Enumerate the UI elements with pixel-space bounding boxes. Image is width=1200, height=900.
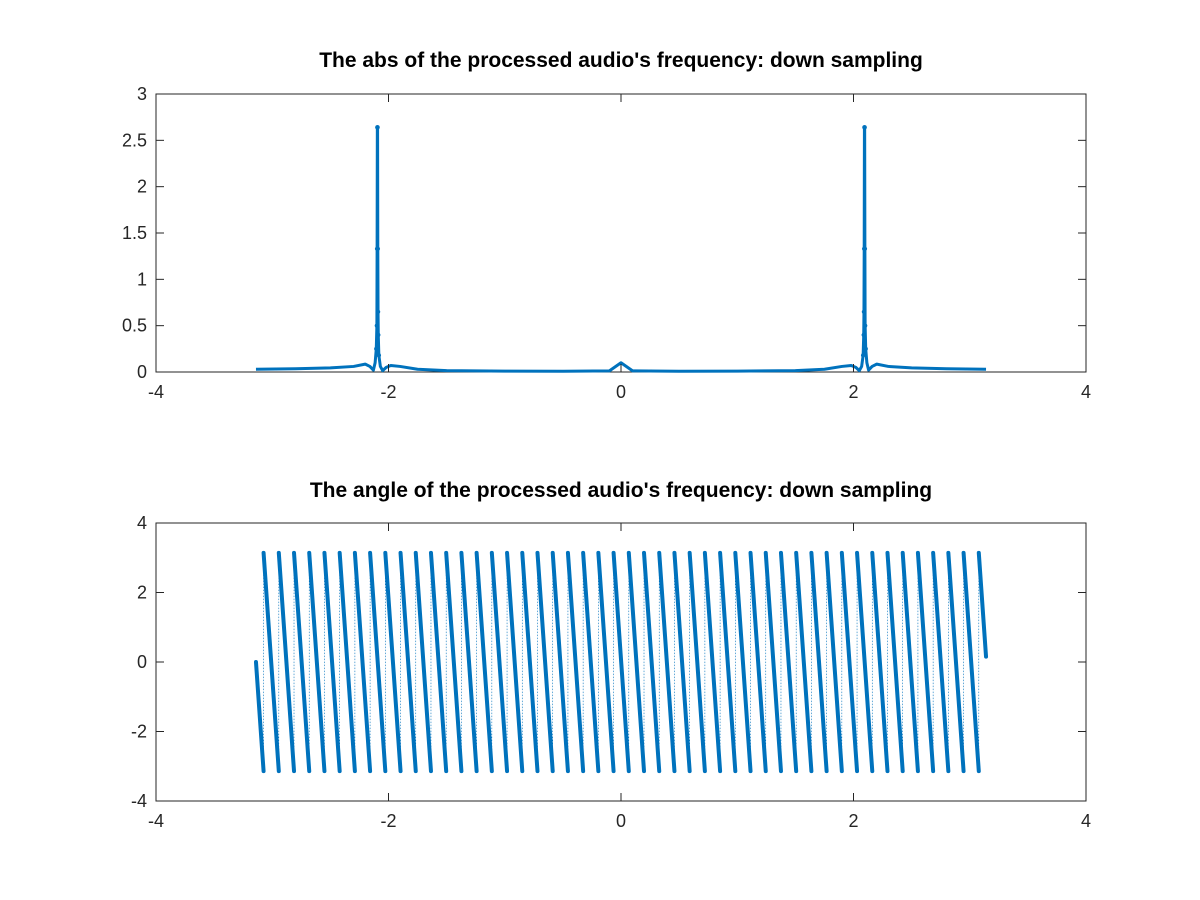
abs-series-point bbox=[375, 125, 380, 130]
angle-series-segment bbox=[322, 550, 342, 774]
abs-plot-xtick-label: 4 bbox=[1081, 382, 1091, 402]
angle-series-segment bbox=[413, 550, 433, 774]
angle-series-segment bbox=[459, 550, 479, 774]
abs-series-point bbox=[861, 332, 866, 338]
angle-series-segment bbox=[626, 550, 647, 774]
abs-plot-ytick-label: 3 bbox=[137, 84, 147, 104]
angle-series-segment bbox=[474, 550, 494, 774]
abs-series-point bbox=[375, 309, 381, 314]
abs-series-point bbox=[861, 309, 867, 314]
angle-series-segment bbox=[253, 660, 266, 774]
angle-series-segment bbox=[718, 550, 738, 774]
abs-series-point bbox=[860, 353, 866, 358]
angle-series-segment bbox=[946, 550, 966, 774]
angle-series-segment bbox=[976, 550, 989, 659]
abs-series-point bbox=[374, 346, 379, 352]
abs-plot-ytick-label: 1.5 bbox=[122, 223, 147, 243]
angle-series-segment bbox=[687, 550, 707, 774]
angle-plot-ytick-label: 0 bbox=[137, 652, 147, 672]
angle-series-segment bbox=[657, 550, 677, 774]
angle-series-segment bbox=[870, 550, 890, 774]
abs-plot-title: The abs of the processed audio's frequen… bbox=[319, 49, 923, 72]
angle-series-segment bbox=[398, 550, 418, 774]
abs-plot-ticks: -4 -2 0 2 4 0 0.5 1 1.5 2 2.5 3 bbox=[122, 84, 1091, 402]
angle-series-segment bbox=[383, 550, 403, 774]
angle-series-segment bbox=[292, 550, 312, 774]
abs-plot-ytick-label: 2.5 bbox=[122, 130, 147, 150]
angle-series-segment bbox=[520, 550, 540, 774]
angle-plot-ytick-label: 4 bbox=[137, 513, 147, 533]
angle-series-segment bbox=[915, 550, 936, 774]
angle-series-segment bbox=[261, 550, 281, 774]
angle-series-segment bbox=[611, 550, 631, 774]
abs-plot-ytick-label: 0 bbox=[137, 362, 147, 382]
angle-series-segment bbox=[565, 550, 586, 774]
abs-series-point bbox=[376, 353, 382, 358]
abs-plot-ytick-label: 2 bbox=[137, 177, 147, 197]
abs-series-point bbox=[376, 332, 381, 338]
angle-series-segment bbox=[428, 550, 449, 774]
angle-series-segment bbox=[489, 550, 510, 774]
abs-plot-xtick-label: -2 bbox=[380, 382, 396, 402]
angle-plot-ticks: -4 -2 0 2 4 -4 -2 0 2 4 bbox=[131, 513, 1091, 831]
abs-plot-marks bbox=[255, 125, 987, 373]
angle-series-segment bbox=[763, 550, 783, 774]
angle-series-segment bbox=[931, 550, 951, 774]
angle-series-segment bbox=[535, 550, 555, 774]
angle-series-segment bbox=[839, 550, 860, 774]
abs-plot-axes bbox=[155, 93, 1087, 373]
angle-series-segment bbox=[855, 550, 875, 774]
angle-series-segment bbox=[444, 550, 464, 774]
angle-series-segment bbox=[581, 550, 601, 774]
angle-plot-ytick-label: 2 bbox=[137, 583, 147, 603]
angle-plot-marks bbox=[253, 550, 989, 774]
abs-plot-xtick-label: -4 bbox=[148, 382, 164, 402]
angle-series-segment bbox=[702, 550, 723, 774]
angle-series-segment bbox=[352, 550, 373, 774]
angle-series-segment bbox=[748, 550, 768, 774]
angle-series-segment bbox=[809, 550, 829, 774]
angle-series-segment bbox=[778, 550, 799, 774]
angle-plot-xtick-label: 0 bbox=[616, 811, 626, 831]
angle-series-segment bbox=[307, 550, 327, 774]
angle-series-segment bbox=[596, 550, 616, 774]
angle-series-segment bbox=[794, 550, 814, 774]
angle-series-segment bbox=[900, 550, 920, 774]
abs-series-point bbox=[375, 246, 381, 251]
angle-series-segment bbox=[276, 550, 297, 774]
angle-series-segment bbox=[961, 550, 981, 774]
angle-plot-xtick-label: 4 bbox=[1081, 811, 1091, 831]
abs-plot-ytick-label: 1 bbox=[137, 269, 147, 289]
angle-plot-xtick-label: -4 bbox=[148, 811, 164, 831]
angle-series-segment bbox=[505, 550, 525, 774]
angle-plot-title: The angle of the processed audio's frequ… bbox=[310, 479, 932, 502]
abs-plot-xtick-label: 0 bbox=[616, 382, 626, 402]
angle-series-segment bbox=[885, 550, 905, 774]
angle-series-segment bbox=[368, 550, 388, 774]
abs-frequency-plot: The abs of the processed audio's frequen… bbox=[122, 49, 1091, 402]
abs-plot-xtick-label: 2 bbox=[848, 382, 858, 402]
angle-series-segment bbox=[642, 550, 662, 774]
abs-series-point bbox=[374, 323, 380, 328]
angle-plot-xtick-label: 2 bbox=[848, 811, 858, 831]
angle-plot-ytick-label: -4 bbox=[131, 791, 147, 811]
angle-series-segment bbox=[824, 550, 844, 774]
angle-frequency-plot: The angle of the processed audio's frequ… bbox=[131, 479, 1091, 831]
abs-series-point bbox=[862, 246, 868, 251]
abs-series-point bbox=[862, 323, 868, 328]
angle-series-segment bbox=[550, 550, 570, 774]
angle-series-segment bbox=[337, 550, 357, 774]
angle-plot-ytick-label: -2 bbox=[131, 722, 147, 742]
abs-series-point bbox=[862, 125, 867, 130]
abs-plot-ytick-label: 0.5 bbox=[122, 316, 147, 336]
abs-series-point bbox=[863, 346, 868, 352]
angle-series-segment bbox=[672, 550, 692, 774]
angle-series-segment bbox=[733, 550, 753, 774]
angle-plot-xtick-label: -2 bbox=[380, 811, 396, 831]
